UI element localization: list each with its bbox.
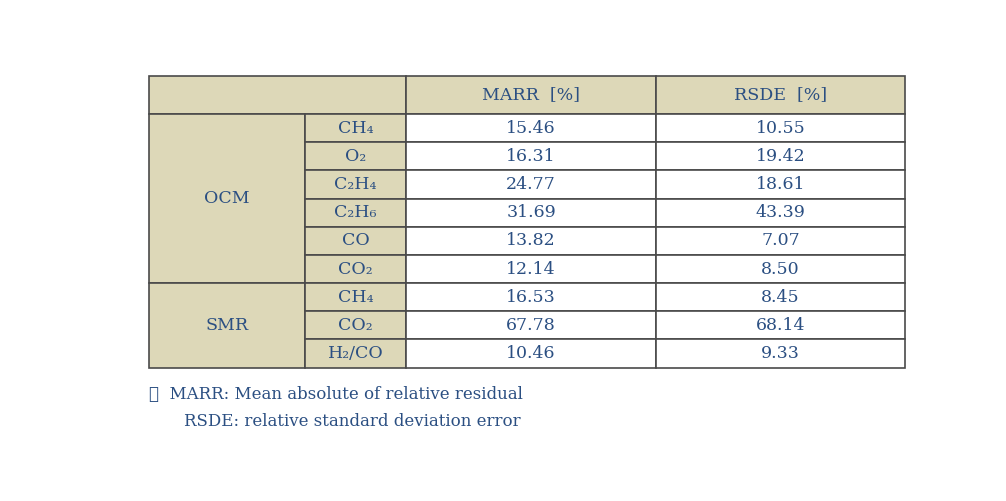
Bar — [305, 339, 406, 368]
Text: O₂: O₂ — [345, 148, 366, 165]
Bar — [305, 255, 406, 283]
Text: 31.69: 31.69 — [506, 204, 556, 221]
Bar — [656, 311, 905, 339]
Bar — [406, 339, 656, 368]
Bar — [656, 198, 905, 227]
Bar — [656, 227, 905, 255]
Text: H₂/CO: H₂/CO — [328, 345, 383, 362]
Text: 7.07: 7.07 — [762, 232, 800, 249]
Text: 8.50: 8.50 — [762, 261, 800, 278]
Bar — [406, 227, 656, 255]
Text: 16.53: 16.53 — [506, 289, 556, 306]
Text: 24.77: 24.77 — [506, 176, 556, 193]
Text: SMR: SMR — [205, 317, 248, 334]
Bar — [406, 170, 656, 198]
Bar — [406, 255, 656, 283]
Text: 19.42: 19.42 — [756, 148, 806, 165]
Bar — [305, 114, 406, 142]
Bar — [305, 283, 406, 311]
Text: C₂H₄: C₂H₄ — [335, 176, 377, 193]
Bar — [656, 142, 905, 170]
Text: 10.46: 10.46 — [506, 345, 556, 362]
Bar — [656, 283, 905, 311]
Text: 67.78: 67.78 — [506, 317, 556, 334]
Bar — [305, 142, 406, 170]
Text: 68.14: 68.14 — [756, 317, 806, 334]
Bar — [305, 198, 406, 227]
Bar — [149, 114, 305, 283]
Text: CH₄: CH₄ — [338, 120, 373, 137]
Bar — [656, 170, 905, 198]
Bar — [406, 114, 656, 142]
Text: OCM: OCM — [204, 190, 249, 207]
Text: CO₂: CO₂ — [338, 261, 373, 278]
Bar — [656, 76, 905, 114]
Bar — [305, 227, 406, 255]
Text: 9.33: 9.33 — [762, 345, 800, 362]
Text: 16.31: 16.31 — [506, 148, 556, 165]
Bar — [406, 142, 656, 170]
Bar — [149, 76, 406, 114]
Text: 18.61: 18.61 — [756, 176, 806, 193]
Text: MARR  [%]: MARR [%] — [482, 86, 580, 103]
Text: 12.14: 12.14 — [506, 261, 556, 278]
Text: CO: CO — [342, 232, 369, 249]
Bar — [656, 255, 905, 283]
Bar — [406, 198, 656, 227]
Bar — [305, 170, 406, 198]
Bar — [656, 114, 905, 142]
Text: C₂H₆: C₂H₆ — [335, 204, 377, 221]
Text: 8.45: 8.45 — [762, 289, 800, 306]
Bar — [149, 283, 305, 368]
Text: CH₄: CH₄ — [338, 289, 373, 306]
Bar — [656, 339, 905, 368]
Text: RSDE  [%]: RSDE [%] — [734, 86, 827, 103]
Bar — [406, 76, 656, 114]
Bar — [406, 283, 656, 311]
Text: 10.55: 10.55 — [756, 120, 806, 137]
Text: 43.39: 43.39 — [756, 204, 806, 221]
Text: RSDE: relative standard deviation error: RSDE: relative standard deviation error — [163, 413, 521, 430]
Bar — [406, 311, 656, 339]
Text: 13.82: 13.82 — [506, 232, 556, 249]
Text: ※  MARR: Mean absolute of relative residual: ※ MARR: Mean absolute of relative residu… — [149, 386, 523, 403]
Text: 15.46: 15.46 — [506, 120, 556, 137]
Bar — [305, 311, 406, 339]
Text: CO₂: CO₂ — [338, 317, 373, 334]
